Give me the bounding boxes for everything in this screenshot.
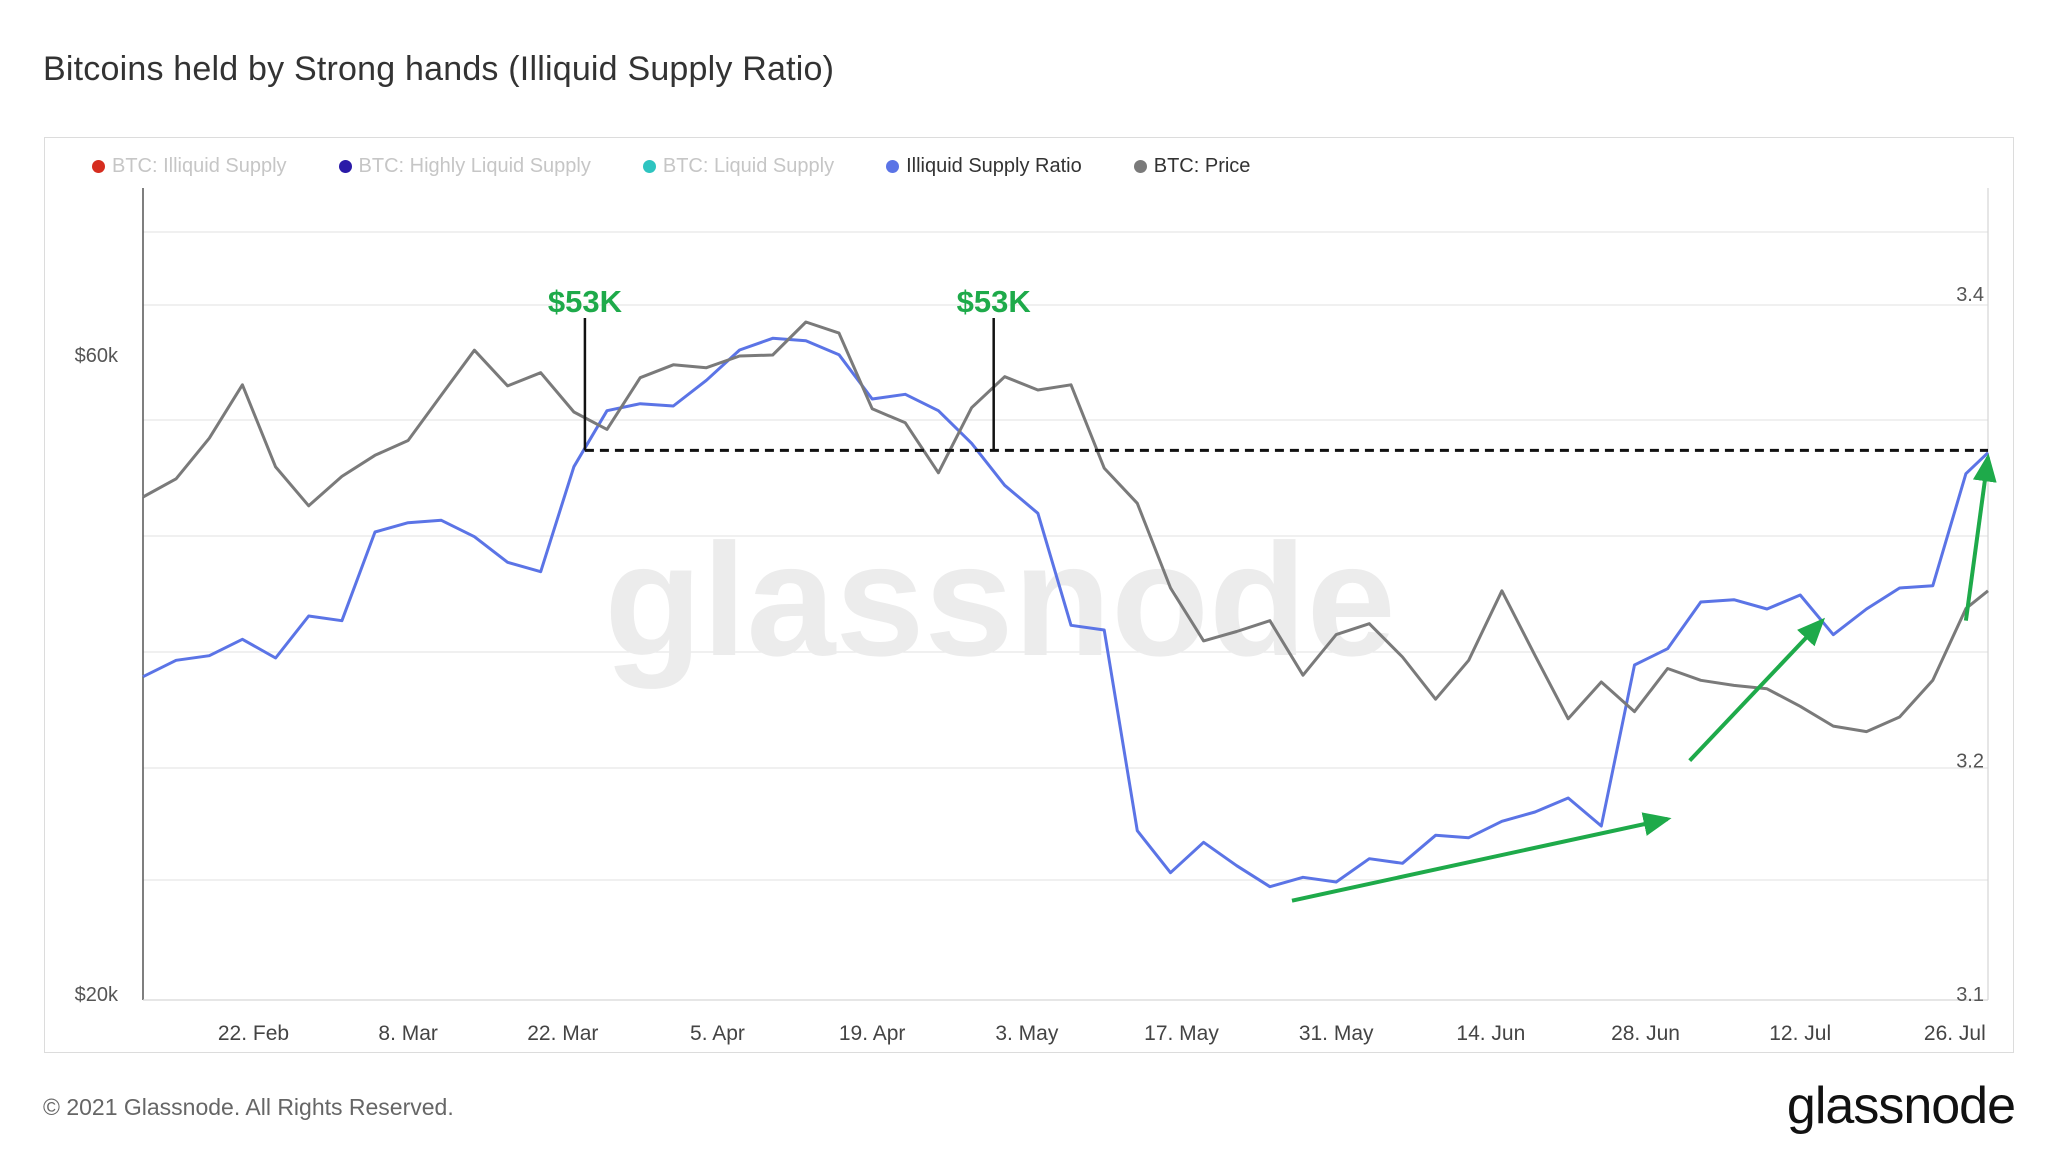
x-tick-label: 22. Mar xyxy=(527,1022,598,1045)
illiquid-supply-ratio-line xyxy=(142,336,1990,889)
y-left-tick-label: $20k xyxy=(75,984,119,1006)
x-tick-label: 5. Apr xyxy=(690,1022,745,1045)
trend-arrow xyxy=(1291,812,1672,903)
copyright-text: © 2021 Glassnode. All Rights Reserved. xyxy=(43,1094,454,1120)
annotation-price-label: $53K xyxy=(548,284,623,319)
trend-arrow xyxy=(1688,617,1826,763)
chart-panel xyxy=(44,137,2014,1053)
x-tick-label: 31. May xyxy=(1299,1022,1374,1045)
y-right-tick-label: 3.2 xyxy=(1956,751,1984,773)
y-left-tick-label: $60k xyxy=(75,345,119,367)
legend-dot-icon xyxy=(642,160,656,173)
y-right-tick-label: 3.4 xyxy=(1956,284,1984,306)
legend-item-btc-price[interactable]: BTC: Price xyxy=(1133,155,1251,178)
legend-item-illiquid-supply[interactable]: BTC: Illiquid Supply xyxy=(92,155,287,178)
y-right-tick-label: 3.1 xyxy=(1956,984,1984,1006)
x-tick-label: 14. Jun xyxy=(1456,1022,1525,1045)
x-tick-label: 19. Apr xyxy=(839,1022,906,1045)
chart-title: Bitcoins held by Strong hands (Illiquid … xyxy=(43,50,835,88)
legend-label: BTC: Price xyxy=(1153,155,1251,177)
x-tick-label: 12. Jul xyxy=(1769,1022,1831,1045)
trend-arrow xyxy=(1963,453,1997,621)
legend-dot-icon xyxy=(886,160,900,173)
x-tick-label: 26. Jul xyxy=(1924,1022,1986,1045)
legend-item-illiquid-supply-ratio[interactable]: Illiquid Supply Ratio xyxy=(886,155,1082,178)
legend-label: BTC: Highly Liquid Supply xyxy=(358,155,591,177)
x-tick-label: 28. Jun xyxy=(1611,1022,1680,1045)
legend: BTC: Illiquid Supply BTC: Highly Liquid … xyxy=(92,155,1302,178)
legend-label: BTC: Liquid Supply xyxy=(662,155,835,177)
btc-price-line xyxy=(142,320,1989,734)
x-tick-label: 8. Mar xyxy=(378,1022,438,1045)
annotation-price-label: $53K xyxy=(957,284,1032,319)
glassnode-watermark: glassnode xyxy=(604,510,1395,689)
legend-item-liquid-supply[interactable]: BTC: Liquid Supply xyxy=(642,155,835,178)
legend-dot-icon xyxy=(338,160,352,173)
legend-label: Illiquid Supply Ratio xyxy=(906,155,1082,177)
legend-label: BTC: Illiquid Supply xyxy=(112,155,287,177)
legend-dot-icon xyxy=(1133,160,1147,173)
x-tick-label: 17. May xyxy=(1144,1022,1219,1045)
x-tick-label: 3. May xyxy=(995,1022,1059,1045)
legend-item-highly-liquid-supply[interactable]: BTC: Highly Liquid Supply xyxy=(338,155,591,178)
glassnode-logo: glassnode xyxy=(1786,1077,2016,1135)
x-tick-label: 22. Feb xyxy=(218,1022,289,1045)
legend-dot-icon xyxy=(92,160,105,173)
